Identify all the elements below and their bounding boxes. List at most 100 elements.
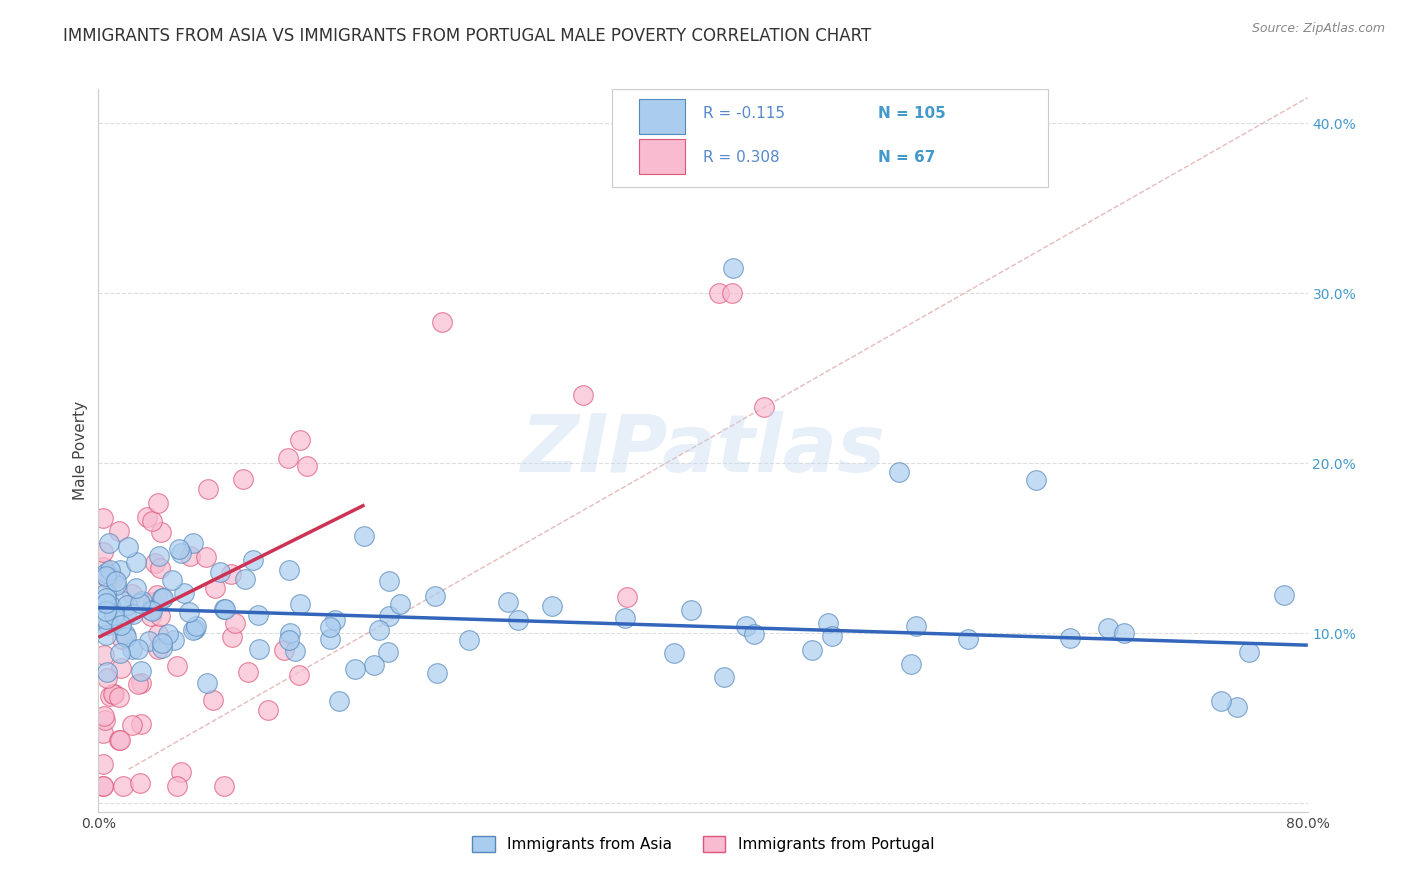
Point (121, 717, 143, 731)
Point (181, 623, 204, 637)
Point (195, 549, 218, 564)
Point (344, 662, 367, 676)
Point (101, 687, 124, 701)
Point (614, 611, 637, 625)
Y-axis label: Male Poverty: Male Poverty (73, 401, 89, 500)
Point (1097, 621, 1119, 635)
Text: N = 67: N = 67 (879, 150, 936, 165)
Point (278, 626, 301, 640)
Text: R = -0.115: R = -0.115 (703, 106, 785, 121)
Point (242, 553, 264, 567)
Point (707, 286, 730, 301)
Point (105, 578, 128, 592)
Point (114, 627, 136, 641)
Point (319, 620, 342, 634)
Point (277, 563, 299, 577)
Point (508, 613, 530, 627)
Point (96, 665, 118, 679)
Point (163, 633, 186, 648)
Point (91, 511, 114, 525)
Point (91, 545, 114, 559)
Point (141, 514, 163, 528)
Point (367, 624, 389, 638)
Point (721, 286, 744, 301)
Point (277, 450, 299, 465)
Point (129, 717, 152, 731)
Point (353, 529, 375, 543)
Text: N = 105: N = 105 (879, 106, 946, 121)
Point (1237, 645, 1260, 659)
Point (232, 472, 254, 486)
Point (235, 572, 257, 586)
Point (131, 676, 153, 690)
Point (166, 779, 188, 793)
Point (273, 643, 295, 657)
Point (214, 779, 236, 793)
Point (173, 586, 195, 600)
Point (103, 688, 125, 702)
Point (820, 629, 842, 643)
Point (129, 596, 152, 610)
Point (662, 646, 685, 660)
Text: Source: ZipAtlas.com: Source: ZipAtlas.com (1251, 22, 1385, 36)
Point (295, 458, 318, 473)
Point (104, 574, 127, 589)
Text: ZIPatlas: ZIPatlas (520, 411, 886, 490)
Point (713, 670, 735, 684)
Point (91, 726, 114, 740)
Point (287, 667, 309, 681)
Point (139, 603, 162, 617)
Point (127, 676, 149, 690)
Point (956, 632, 979, 646)
Point (905, 618, 928, 632)
Point (221, 630, 243, 644)
Point (93, 709, 115, 723)
Point (98, 690, 121, 704)
Point (149, 561, 172, 575)
Point (108, 524, 131, 539)
Point (115, 598, 138, 612)
Point (430, 315, 453, 329)
Point (129, 664, 152, 678)
Point (389, 597, 412, 611)
Point (91, 779, 114, 793)
Point (98, 563, 121, 577)
Point (426, 665, 449, 680)
Point (98, 599, 121, 613)
Point (723, 260, 745, 275)
Point (319, 632, 342, 647)
Point (148, 642, 170, 657)
Point (889, 465, 911, 479)
Point (114, 607, 136, 622)
Point (139, 608, 162, 623)
Point (149, 609, 172, 624)
Point (169, 764, 191, 779)
Point (170, 545, 193, 559)
Point (148, 549, 170, 564)
Point (110, 661, 132, 675)
Point (94, 568, 117, 582)
Legend: Immigrants from Asia, Immigrants from Portugal: Immigrants from Asia, Immigrants from Po… (465, 830, 941, 858)
Point (91, 757, 114, 772)
Point (103, 607, 125, 622)
Point (152, 591, 174, 606)
Point (93, 713, 115, 727)
Point (93, 779, 115, 793)
Point (742, 627, 765, 641)
Point (142, 595, 165, 609)
Point (1272, 588, 1295, 602)
Point (177, 605, 200, 619)
Point (256, 703, 278, 717)
Point (166, 658, 188, 673)
Point (183, 623, 205, 637)
Point (496, 595, 519, 609)
Point (1112, 625, 1135, 640)
FancyBboxPatch shape (613, 89, 1047, 186)
Point (212, 601, 235, 615)
Point (167, 542, 190, 557)
Bar (638, 99, 685, 134)
Point (208, 565, 231, 579)
Bar (638, 139, 685, 174)
Point (108, 690, 131, 704)
Point (115, 630, 138, 644)
